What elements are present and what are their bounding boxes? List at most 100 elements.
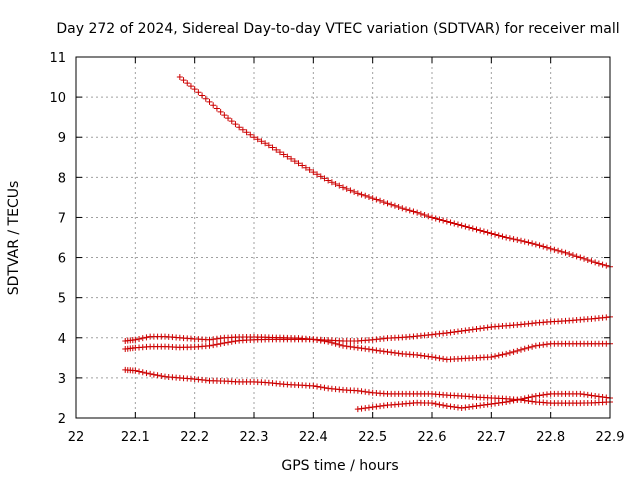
data-point xyxy=(362,388,369,395)
data-point xyxy=(473,402,480,409)
x-tick-label: 22 xyxy=(68,430,85,445)
data-point xyxy=(228,338,235,345)
data-point xyxy=(492,353,499,360)
data-point xyxy=(302,164,309,171)
data-point xyxy=(377,197,384,204)
data-point xyxy=(440,402,447,409)
data-point xyxy=(328,179,335,186)
data-point xyxy=(514,347,521,354)
data-point xyxy=(380,348,387,355)
data-point xyxy=(369,346,376,353)
data-point xyxy=(373,347,380,354)
data-point xyxy=(536,392,543,399)
x-tick-label: 22.6 xyxy=(418,430,447,445)
data-point xyxy=(592,259,599,266)
data-point xyxy=(499,399,506,406)
data-point xyxy=(584,256,591,263)
data-point xyxy=(443,218,450,225)
data-point xyxy=(347,187,354,194)
data-point xyxy=(210,342,217,349)
data-point xyxy=(369,404,376,411)
data-point xyxy=(310,382,317,389)
data-point xyxy=(499,351,506,358)
data-point xyxy=(380,402,387,409)
data-point xyxy=(562,249,569,256)
data-point xyxy=(213,341,220,348)
data-point xyxy=(484,324,491,331)
data-point xyxy=(228,118,235,125)
data-point xyxy=(365,389,372,396)
data-point xyxy=(569,252,576,259)
data-point xyxy=(180,77,187,84)
data-point xyxy=(195,89,202,96)
data-point xyxy=(139,335,146,342)
data-point xyxy=(210,102,217,109)
data-point xyxy=(354,344,361,351)
y-tick-label: 8 xyxy=(58,171,66,186)
data-point xyxy=(458,404,465,411)
series-satellite-d xyxy=(122,366,613,407)
data-point xyxy=(432,400,439,407)
data-point xyxy=(354,190,361,197)
data-point xyxy=(495,232,502,239)
data-point xyxy=(310,336,317,343)
plot-frame xyxy=(75,56,611,419)
grid-layer xyxy=(76,57,610,418)
data-point xyxy=(469,225,476,232)
data-point xyxy=(503,350,510,357)
data-point xyxy=(251,134,257,141)
data-point xyxy=(232,121,239,128)
data-point xyxy=(503,398,510,405)
data-point xyxy=(458,327,465,334)
data-point xyxy=(221,339,228,346)
data-point xyxy=(588,258,595,265)
data-point xyxy=(543,391,550,398)
data-point xyxy=(325,338,332,345)
data-point xyxy=(558,248,565,255)
data-point xyxy=(577,254,584,261)
data-point xyxy=(321,175,328,182)
data-point xyxy=(581,255,588,262)
data-point xyxy=(273,146,280,153)
data-point xyxy=(506,349,513,356)
data-point xyxy=(176,74,183,81)
data-point xyxy=(365,404,372,411)
data-point xyxy=(150,371,157,378)
data-point xyxy=(543,244,550,251)
data-point xyxy=(321,384,328,391)
data-point xyxy=(362,345,369,352)
data-point xyxy=(336,182,343,189)
data-point xyxy=(262,140,269,147)
data-point xyxy=(314,383,321,390)
data-point xyxy=(514,396,521,403)
data-point xyxy=(132,367,139,374)
data-point xyxy=(354,387,361,394)
data-point xyxy=(473,325,480,332)
data-point xyxy=(247,131,254,138)
data-point xyxy=(421,353,428,360)
data-point xyxy=(358,191,365,198)
data-point xyxy=(384,348,391,355)
data-point xyxy=(584,391,591,398)
data-point xyxy=(380,199,387,206)
data-point xyxy=(417,210,424,217)
data-point xyxy=(213,335,220,342)
data-point xyxy=(406,207,413,214)
data-point xyxy=(462,404,469,411)
data-point xyxy=(365,193,372,200)
series-satellite-c xyxy=(122,336,613,363)
data-point xyxy=(414,352,421,359)
data-point xyxy=(414,209,421,216)
data-point xyxy=(213,105,220,112)
tick-layer: 22 22.1 22.2 22.3 22.4 22.5 22.6 22.7 22.8 22.9 2 3… xyxy=(49,51,624,445)
data-point xyxy=(206,342,213,349)
data-point xyxy=(473,226,480,233)
x-tick-label: 22.4 xyxy=(299,430,328,445)
data-point xyxy=(603,262,610,269)
data-point xyxy=(521,238,528,245)
series-satellite-b xyxy=(122,313,613,344)
data-point xyxy=(592,392,599,399)
data-point xyxy=(484,401,491,408)
data-point xyxy=(343,343,350,350)
